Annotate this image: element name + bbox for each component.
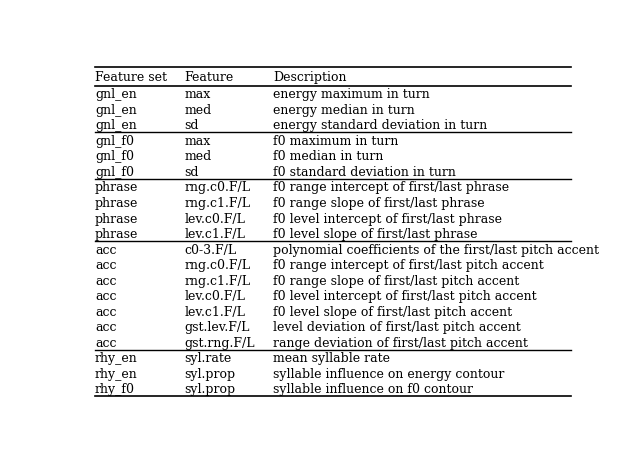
- Text: gnl_f0: gnl_f0: [95, 151, 134, 163]
- Text: phrase: phrase: [95, 228, 138, 241]
- Text: gnl_f0: gnl_f0: [95, 135, 134, 148]
- Text: Feature set: Feature set: [95, 71, 167, 84]
- Text: sd: sd: [184, 166, 198, 179]
- Text: syllable influence on f0 contour: syllable influence on f0 contour: [273, 383, 474, 396]
- Text: lev.c0.F/L: lev.c0.F/L: [184, 212, 245, 226]
- Text: f0 standard deviation in turn: f0 standard deviation in turn: [273, 166, 456, 179]
- Text: acc: acc: [95, 243, 116, 257]
- Text: f0 range slope of first/last phrase: f0 range slope of first/last phrase: [273, 197, 485, 210]
- Text: rhy_en: rhy_en: [95, 368, 138, 381]
- Text: rhy_en: rhy_en: [95, 352, 138, 365]
- Text: rng.c1.F/L: rng.c1.F/L: [184, 275, 250, 287]
- Text: med: med: [184, 151, 211, 163]
- Text: syllable influence on energy contour: syllable influence on energy contour: [273, 368, 505, 381]
- Text: max: max: [184, 135, 211, 148]
- Text: gnl_en: gnl_en: [95, 104, 136, 117]
- Text: rng.c0.F/L: rng.c0.F/L: [184, 259, 250, 272]
- Text: rng.c0.F/L: rng.c0.F/L: [184, 182, 250, 195]
- Text: f0 level slope of first/last phrase: f0 level slope of first/last phrase: [273, 228, 478, 241]
- Text: gnl_en: gnl_en: [95, 120, 136, 132]
- Text: lev.c0.F/L: lev.c0.F/L: [184, 290, 245, 303]
- Text: phrase: phrase: [95, 182, 138, 195]
- Text: sd: sd: [184, 120, 198, 132]
- Text: gst.lev.F/L: gst.lev.F/L: [184, 321, 250, 334]
- Text: Description: Description: [273, 71, 347, 84]
- Text: med: med: [184, 104, 211, 117]
- Text: acc: acc: [95, 306, 116, 319]
- Text: syl.rate: syl.rate: [184, 352, 232, 365]
- Text: f0 level intercept of first/last pitch accent: f0 level intercept of first/last pitch a…: [273, 290, 537, 303]
- Text: f0 range intercept of first/last pitch accent: f0 range intercept of first/last pitch a…: [273, 259, 544, 272]
- Text: polynomial coefficients of the first/last pitch accent: polynomial coefficients of the first/las…: [273, 243, 600, 257]
- Text: acc: acc: [95, 321, 116, 334]
- Text: energy maximum in turn: energy maximum in turn: [273, 88, 430, 101]
- Text: f0 median in turn: f0 median in turn: [273, 151, 384, 163]
- Text: phrase: phrase: [95, 212, 138, 226]
- Text: gst.rng.F/L: gst.rng.F/L: [184, 337, 255, 350]
- Text: gnl_f0: gnl_f0: [95, 166, 134, 179]
- Text: max: max: [184, 88, 211, 101]
- Text: energy standard deviation in turn: energy standard deviation in turn: [273, 120, 488, 132]
- Text: lev.c1.F/L: lev.c1.F/L: [184, 306, 245, 319]
- Text: gnl_en: gnl_en: [95, 88, 136, 101]
- Text: acc: acc: [95, 337, 116, 350]
- Text: mean syllable rate: mean syllable rate: [273, 352, 390, 365]
- Text: energy median in turn: energy median in turn: [273, 104, 415, 117]
- Text: acc: acc: [95, 259, 116, 272]
- Text: level deviation of first/last pitch accent: level deviation of first/last pitch acce…: [273, 321, 521, 334]
- Text: f0 level slope of first/last pitch accent: f0 level slope of first/last pitch accen…: [273, 306, 513, 319]
- Text: c0-3.F/L: c0-3.F/L: [184, 243, 236, 257]
- Text: syl.prop: syl.prop: [184, 368, 236, 381]
- Text: acc: acc: [95, 290, 116, 303]
- Text: range deviation of first/last pitch accent: range deviation of first/last pitch acce…: [273, 337, 528, 350]
- Text: lev.c1.F/L: lev.c1.F/L: [184, 228, 245, 241]
- Text: syl.prop: syl.prop: [184, 383, 236, 396]
- Text: f0 level intercept of first/last phrase: f0 level intercept of first/last phrase: [273, 212, 502, 226]
- Text: Feature: Feature: [184, 71, 234, 84]
- Text: f0 range slope of first/last pitch accent: f0 range slope of first/last pitch accen…: [273, 275, 520, 287]
- Text: acc: acc: [95, 275, 116, 287]
- Text: rng.c1.F/L: rng.c1.F/L: [184, 197, 250, 210]
- Text: rhy_f0: rhy_f0: [95, 383, 135, 396]
- Text: f0 range intercept of first/last phrase: f0 range intercept of first/last phrase: [273, 182, 509, 195]
- Text: phrase: phrase: [95, 197, 138, 210]
- Text: f0 maximum in turn: f0 maximum in turn: [273, 135, 399, 148]
